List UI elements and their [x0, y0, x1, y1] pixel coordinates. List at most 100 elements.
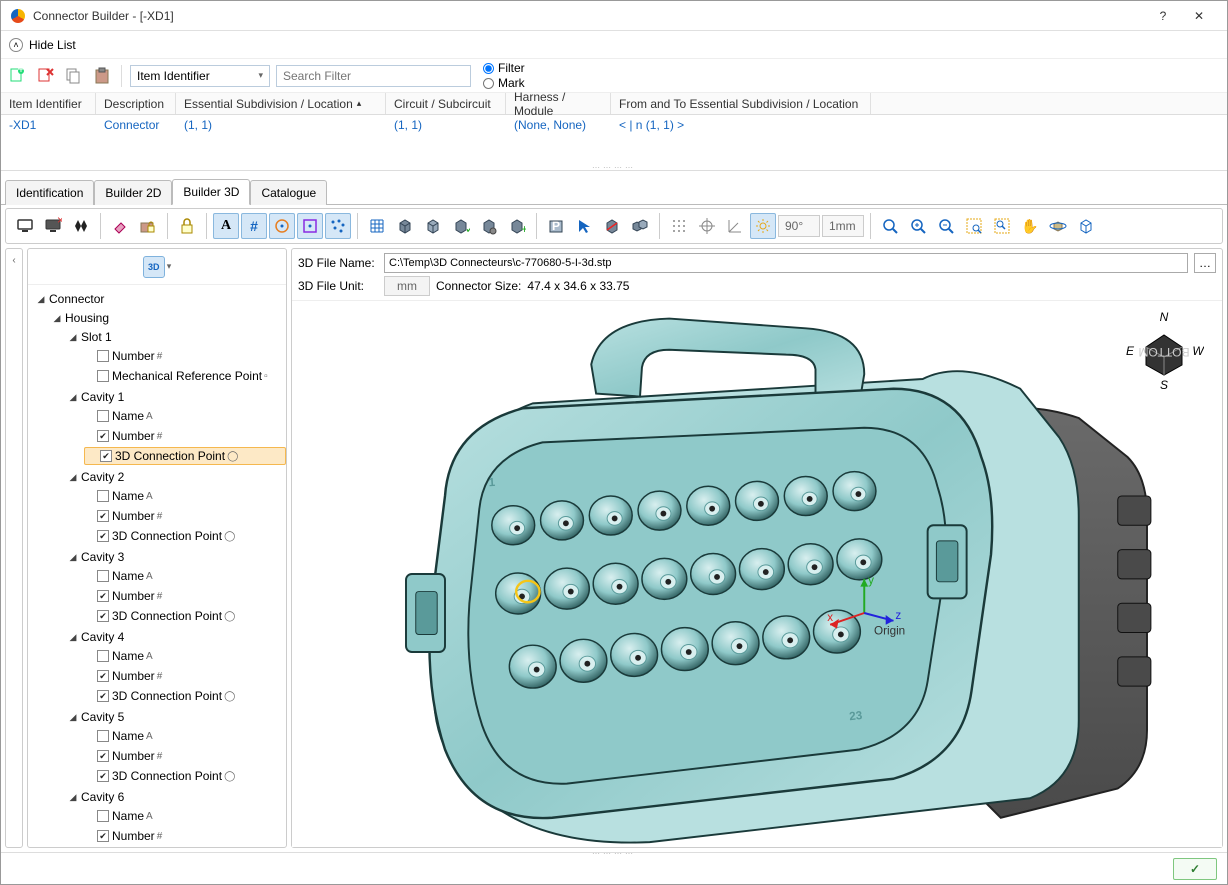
- tree-node[interactable]: Number#: [84, 667, 286, 685]
- lock-folder-icon[interactable]: [135, 213, 161, 239]
- checkbox[interactable]: [97, 430, 109, 442]
- crosshair-icon[interactable]: [694, 213, 720, 239]
- zoom-out-icon[interactable]: [933, 213, 959, 239]
- tree-node[interactable]: NameA: [84, 807, 286, 825]
- checkbox[interactable]: [97, 750, 109, 762]
- tree-node[interactable]: ◢Cavity 3: [68, 548, 286, 566]
- viewport-3d[interactable]: 123 Origin y x z N S E W BOTTOM: [292, 301, 1222, 847]
- cube-p-icon[interactable]: P: [543, 213, 569, 239]
- tree-node[interactable]: 3D Connection Point◯: [84, 767, 286, 785]
- hide-list-bar[interactable]: ˄ Hide List: [1, 31, 1227, 59]
- checkbox[interactable]: [97, 590, 109, 602]
- cube1-icon[interactable]: [392, 213, 418, 239]
- checkbox[interactable]: [97, 610, 109, 622]
- lock-icon[interactable]: [174, 213, 200, 239]
- zoom-in-icon[interactable]: [905, 213, 931, 239]
- tree-node[interactable]: NameA: [84, 407, 286, 425]
- new-icon[interactable]: +: [7, 65, 29, 87]
- monitor-icon[interactable]: [12, 213, 38, 239]
- cube2-icon[interactable]: [420, 213, 446, 239]
- identifier-dropdown[interactable]: Item Identifier ▾: [130, 65, 270, 87]
- checkbox[interactable]: [97, 510, 109, 522]
- grid-dots-icon[interactable]: [666, 213, 692, 239]
- tab-builder-3d[interactable]: Builder 3D: [172, 179, 250, 205]
- checkbox[interactable]: [97, 410, 109, 422]
- checkbox[interactable]: [97, 490, 109, 502]
- checkbox[interactable]: [97, 570, 109, 582]
- checkbox[interactable]: [97, 830, 109, 842]
- tree-node[interactable]: ◢Cavity 6: [68, 788, 286, 806]
- th-harness[interactable]: Harness / Module: [506, 93, 611, 114]
- diamonds-icon[interactable]: [68, 213, 94, 239]
- delete-icon[interactable]: [35, 65, 57, 87]
- view-cube[interactable]: N S E W BOTTOM: [1124, 311, 1204, 391]
- monitor-x-icon[interactable]: ×: [40, 213, 66, 239]
- tree-node[interactable]: ◢Cavity 2: [68, 468, 286, 486]
- eraser-icon[interactable]: [107, 213, 133, 239]
- cube-check-icon[interactable]: ✓: [448, 213, 474, 239]
- th-from-to[interactable]: From and To Essential Subdivision / Loca…: [611, 93, 871, 114]
- tree-node[interactable]: ◢Connector: [36, 290, 286, 308]
- cube-plus-icon[interactable]: +: [504, 213, 530, 239]
- checkbox[interactable]: [97, 670, 109, 682]
- close-button[interactable]: ✕: [1181, 2, 1217, 30]
- square-point-icon[interactable]: [297, 213, 323, 239]
- help-button[interactable]: ?: [1145, 2, 1181, 30]
- zoom-fit-icon[interactable]: [877, 213, 903, 239]
- radio-mark-input[interactable]: [483, 78, 494, 89]
- tree-node[interactable]: ◢Cavity 4: [68, 628, 286, 646]
- ok-button[interactable]: ✓: [1173, 858, 1217, 880]
- axis-icon[interactable]: [722, 213, 748, 239]
- hash-icon[interactable]: #: [241, 213, 267, 239]
- tree-node[interactable]: Number#: [84, 347, 286, 365]
- tab-identification[interactable]: Identification: [5, 180, 94, 205]
- zoom-area2-icon[interactable]: [989, 213, 1015, 239]
- th-description[interactable]: Description: [96, 93, 176, 114]
- tree-node[interactable]: 3D Connection Point◯: [84, 447, 286, 465]
- tree-node[interactable]: Number#: [84, 747, 286, 765]
- wire-cube-icon[interactable]: [1073, 213, 1099, 239]
- tree-node[interactable]: ◢Cavity 1: [68, 388, 286, 406]
- checkbox[interactable]: [97, 690, 109, 702]
- distance-input[interactable]: 1mm: [822, 215, 864, 237]
- file-path-input[interactable]: [384, 253, 1188, 273]
- tree-node[interactable]: Number#: [84, 427, 286, 445]
- search-input[interactable]: [276, 65, 471, 87]
- tree-node[interactable]: NameA: [84, 647, 286, 665]
- radio-filter-input[interactable]: [483, 63, 494, 74]
- orbit-cube-icon[interactable]: [1045, 213, 1071, 239]
- checkbox[interactable]: [97, 730, 109, 742]
- cube-gear-icon[interactable]: [476, 213, 502, 239]
- tree-node[interactable]: 3D Connection Point◯: [84, 687, 286, 705]
- tree-node[interactable]: NameA: [84, 727, 286, 745]
- checkbox[interactable]: [100, 450, 112, 462]
- th-circuit[interactable]: Circuit / Subcircuit: [386, 93, 506, 114]
- tree-node[interactable]: ◢Housing: [52, 309, 286, 327]
- checkbox[interactable]: [97, 650, 109, 662]
- cubes-icon[interactable]: [627, 213, 653, 239]
- checkbox[interactable]: [97, 810, 109, 822]
- paste-icon[interactable]: [91, 65, 113, 87]
- browse-button[interactable]: …: [1194, 253, 1216, 273]
- sun-icon[interactable]: [750, 213, 776, 239]
- checkbox[interactable]: [97, 350, 109, 362]
- copy-icon[interactable]: [63, 65, 85, 87]
- tree-node[interactable]: Number#: [84, 827, 286, 845]
- checkbox[interactable]: [97, 530, 109, 542]
- tree-node[interactable]: NameA: [84, 567, 286, 585]
- collapse-sidebar-button[interactable]: ‹: [5, 248, 23, 848]
- angle-input[interactable]: 90°: [778, 215, 820, 237]
- tree-node[interactable]: 3D Connection Point◯: [84, 527, 286, 545]
- tree-node[interactable]: NameA: [84, 487, 286, 505]
- radio-mark[interactable]: Mark: [483, 76, 525, 90]
- tree-node[interactable]: Number#: [84, 587, 286, 605]
- tree-node[interactable]: Number#: [84, 507, 286, 525]
- tab-builder-2d[interactable]: Builder 2D: [94, 180, 172, 205]
- scatter-icon[interactable]: [325, 213, 351, 239]
- text-a-icon[interactable]: A: [213, 213, 239, 239]
- pan-hand-icon[interactable]: ✋: [1017, 213, 1043, 239]
- radio-filter[interactable]: Filter: [483, 61, 525, 75]
- grid-icon[interactable]: [364, 213, 390, 239]
- tree-node[interactable]: ◢Cavity 5: [68, 708, 286, 726]
- cube-diag-icon[interactable]: [599, 213, 625, 239]
